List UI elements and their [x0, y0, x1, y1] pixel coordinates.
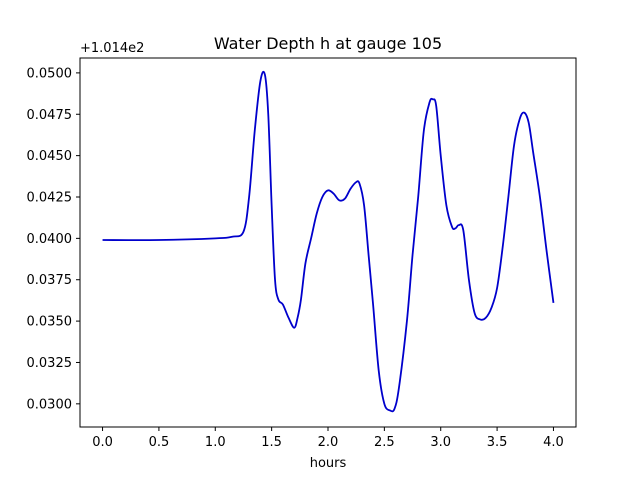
- series-line: [102, 70, 555, 413]
- y-tick-label: 0.0325: [27, 356, 73, 371]
- x-axis: 0.0 0.5 1.0 1.5 2.0 2.5 3.0 3.5 4.0: [92, 427, 564, 450]
- x-axis-label: hours: [310, 456, 347, 471]
- y-tick-label: 0.0400: [27, 232, 73, 247]
- y-tick-label: 0.0425: [27, 190, 73, 205]
- x-tick-label: 2.5: [374, 435, 395, 450]
- x-tick-label: 1.0: [205, 435, 226, 450]
- y-tick-label: 0.0375: [27, 273, 73, 288]
- chart-title: Water Depth h at gauge 105: [214, 34, 442, 53]
- y-tick-label: 0.0500: [27, 66, 73, 81]
- y-axis: 0.0300 0.0325 0.0350 0.0375 0.0400 0.0425 0.04…: [27, 66, 80, 412]
- x-tick-label: 3.0: [430, 435, 451, 450]
- x-tick-label: 3.5: [487, 435, 508, 450]
- y-offset-label: +1.014e2: [80, 41, 144, 56]
- y-tick-label: 0.0450: [27, 149, 73, 164]
- y-tick-label: 0.0350: [27, 315, 73, 330]
- y-tick-label: 0.0300: [27, 397, 73, 412]
- x-tick-label: 1.5: [261, 435, 282, 450]
- x-tick-label: 0.5: [149, 435, 170, 450]
- x-tick-label: 4.0: [543, 435, 564, 450]
- y-tick-label: 0.0475: [27, 108, 73, 123]
- x-tick-label: 0.0: [92, 435, 113, 450]
- x-tick-label: 2.0: [318, 435, 339, 450]
